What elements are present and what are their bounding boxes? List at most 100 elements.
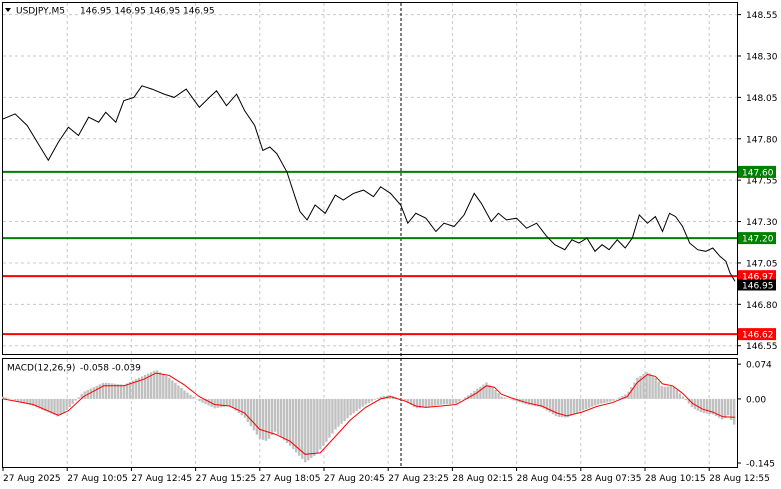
macd-histogram-bar	[578, 398, 582, 412]
macd-histogram-bar	[645, 372, 648, 399]
macd-histogram-bar	[717, 398, 721, 418]
macd-histogram-bar	[29, 398, 32, 406]
macd-histogram-bar	[702, 398, 706, 414]
macd-histogram-bar	[476, 388, 479, 399]
macd-histogram-bar	[8, 398, 11, 399]
macd-histogram-bar	[379, 396, 382, 399]
macd-histogram-bar	[651, 375, 654, 399]
macd-histogram-bar	[264, 398, 268, 441]
macd-histogram-bar	[530, 398, 534, 406]
macd-histogram-bar	[171, 380, 174, 399]
macd-histogram-bar	[140, 376, 144, 399]
macd-histogram-bar	[249, 398, 253, 427]
macd-histogram-bar	[2, 396, 5, 399]
macd-histogram-bar	[38, 398, 41, 409]
macd-histogram-bar	[358, 398, 361, 409]
macd-histogram-bar	[331, 398, 334, 434]
level-lines[interactable]: 147.60 147.20 146.97 146.62	[3, 165, 776, 341]
macd-histogram-bar	[107, 383, 111, 399]
macd-histogram-bar	[455, 398, 458, 404]
macd-histogram-bar	[436, 398, 440, 406]
macd-histogram-bar	[539, 398, 543, 408]
macd-histogram-bar	[62, 398, 65, 413]
macd-histogram-bar	[71, 398, 74, 404]
macd-histogram-bar	[684, 398, 688, 401]
macd-histogram-bar	[77, 397, 80, 399]
macd-histogram-bar	[430, 398, 434, 407]
macd-histogram-bar	[195, 398, 198, 400]
macd-histogram-bar	[494, 389, 497, 399]
macd-histogram-bar	[258, 398, 262, 439]
level-label-box	[738, 165, 776, 178]
macd-histogram	[2, 370, 736, 463]
macd-histogram-bar	[95, 385, 99, 399]
macd-histogram-bar	[301, 398, 304, 460]
ohlc-values: 146.95 146.95 146.95 146.95	[80, 7, 215, 17]
macd-histogram-bar	[672, 386, 675, 399]
macd-histogram-bar	[382, 396, 385, 399]
collapse-arrow-icon[interactable]	[5, 8, 11, 12]
macd-histogram-bar	[557, 398, 561, 417]
macd-histogram-bar	[693, 398, 697, 410]
macd-histogram-bar	[615, 398, 618, 400]
macd-histogram-bar	[506, 398, 509, 400]
macd-histogram-bar	[512, 398, 515, 401]
macd-histogram-bar	[648, 373, 651, 399]
macd-histogram-bar	[367, 398, 370, 403]
macd-histogram-bar	[316, 398, 319, 453]
macd-histogram-bar	[122, 384, 126, 399]
macd-histogram-bar	[479, 386, 482, 399]
macd-histogram-bar	[261, 398, 265, 440]
time-tick-label: 27 Aug 12:45	[131, 474, 192, 484]
macd-histogram-bar	[279, 398, 283, 438]
time-tick-label: 28 Aug 02:15	[452, 474, 513, 484]
time-tick-label: 27 Aug 20:45	[324, 474, 385, 484]
macd-histogram-bar	[533, 398, 537, 407]
macd-histogram-bar	[198, 398, 201, 402]
macd-histogram-bar	[343, 398, 346, 421]
macd-histogram-bar	[243, 398, 247, 418]
macd-histogram-bar	[319, 398, 322, 450]
macd-histogram-bar	[252, 398, 256, 431]
macd-histogram-bar	[663, 386, 666, 399]
macd-histogram-bar	[156, 370, 159, 399]
macd-histogram-bar	[162, 374, 165, 399]
macd-histogram-bar	[554, 398, 558, 417]
macd-histogram-bar	[219, 398, 222, 408]
current-price-box	[738, 279, 776, 291]
macd-histogram-bar	[17, 398, 20, 402]
macd-histogram-bar	[711, 398, 715, 415]
macd-histogram-bar	[216, 398, 219, 408]
macd-histogram-bar	[47, 398, 50, 413]
macd-histogram-bar	[714, 398, 718, 417]
macd-histogram-bar	[467, 395, 470, 399]
macd-histogram-bar	[213, 398, 216, 409]
macd-histogram-bar	[545, 398, 549, 411]
macd-histogram-bar	[98, 384, 102, 399]
macd-histogram-bar	[503, 397, 506, 399]
macd-histogram-bar	[630, 387, 633, 399]
macd-histogram-bar	[624, 394, 627, 399]
macd-histogram-bar	[678, 393, 682, 399]
macd-histogram-bar	[515, 398, 518, 402]
macd-histogram-bar	[633, 382, 636, 399]
macd-histogram-bar	[560, 398, 564, 418]
macd-histogram-bar	[183, 390, 186, 399]
macd-histogram-bar	[131, 380, 135, 399]
macd-histogram-bar	[83, 391, 86, 399]
macd-histogram-bar	[485, 382, 488, 399]
macd-histogram-bar	[134, 379, 138, 399]
time-tick-label: 27 Aug 23:25	[388, 474, 449, 484]
macd-histogram-bar	[307, 398, 310, 461]
macd-histogram-bar	[255, 398, 259, 435]
macd-histogram-bar	[68, 398, 71, 408]
macd-histogram-bar	[669, 386, 672, 399]
macd-histogram-bar	[89, 388, 92, 399]
macd-histogram-bar	[409, 398, 413, 405]
macd-histogram-bar	[153, 370, 156, 399]
macd-histogram-bar	[364, 398, 367, 405]
macd-histogram-bar	[461, 398, 464, 400]
macd-histogram-bar	[666, 386, 669, 399]
macd-histogram-bar	[569, 398, 573, 416]
macd-histogram-bar	[424, 398, 428, 408]
